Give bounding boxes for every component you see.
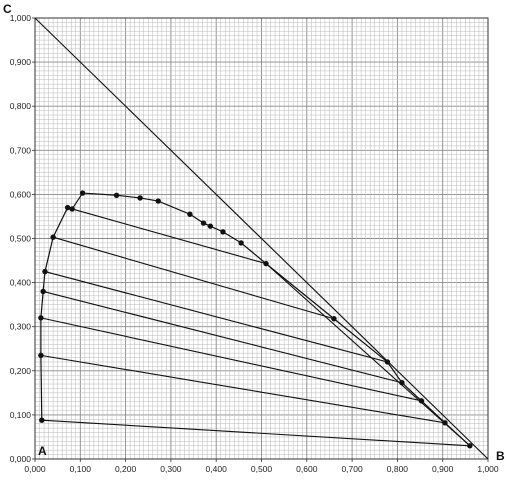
y-tick-label: 0,700	[10, 145, 32, 155]
data-point	[467, 443, 473, 449]
data-point	[69, 206, 75, 212]
y-tick-label: 0,100	[10, 410, 32, 420]
data-point	[38, 315, 44, 321]
tie-line	[41, 419, 470, 447]
x-tick-label: 0,100	[70, 464, 92, 474]
data-point	[220, 229, 226, 235]
y-tick-label: 0,000	[10, 454, 32, 464]
data-point	[200, 220, 207, 226]
data-point	[42, 268, 48, 275]
x-tick-label: 0,900	[432, 464, 454, 474]
data-point	[331, 316, 337, 322]
binodal-curve	[40, 192, 471, 447]
x-tick-label: 0,500	[251, 464, 273, 474]
y-tick-label: 0,900	[10, 57, 32, 67]
y-tick-label: 0,500	[10, 234, 32, 244]
data-point	[442, 420, 448, 426]
data-point	[38, 352, 44, 359]
x-tick-label: 0,800	[387, 464, 409, 474]
y-tick-label: 0,600	[10, 189, 32, 199]
data-point	[207, 223, 214, 229]
data-point	[50, 234, 56, 240]
tie-line	[71, 208, 267, 265]
data-point	[399, 380, 405, 386]
data-point	[64, 204, 71, 211]
tie-line	[40, 317, 422, 402]
y-tick-label: 0,200	[10, 366, 32, 376]
point-layer	[38, 190, 473, 449]
x-tick-label: 0,600	[296, 464, 318, 474]
data-point	[238, 240, 244, 246]
x-tick-label: 0,700	[341, 464, 363, 474]
tie-line	[44, 271, 388, 363]
line-layer	[34, 17, 489, 460]
x-tick-label: 0,200	[115, 464, 137, 474]
data-point	[187, 211, 193, 217]
corner-label-b: B	[496, 449, 505, 463]
corner-label-a: A	[38, 444, 47, 458]
y-tick-label: 0,400	[10, 278, 32, 288]
y-tick-label: 0,300	[10, 322, 32, 332]
data-point	[137, 195, 143, 201]
data-point	[79, 190, 86, 196]
tie-line	[52, 236, 335, 320]
data-point	[155, 198, 161, 204]
boundary-line	[34, 17, 489, 460]
tie-line	[43, 290, 403, 384]
data-point	[418, 398, 425, 404]
axis-layer: 0,000 0,100 0,200 0,300 0,400 0,500 0,600 0,700…	[10, 13, 499, 474]
data-point	[40, 288, 46, 295]
x-tick-label: 1,000	[477, 464, 499, 474]
y-tick-label: 1,000	[10, 13, 32, 23]
data-point	[263, 260, 269, 267]
label-layer: C A B	[3, 2, 505, 463]
x-tick-label: 0,300	[160, 464, 182, 474]
corner-label-c: C	[3, 2, 12, 16]
data-point	[39, 417, 45, 423]
data-point	[113, 192, 120, 198]
x-tick-label: 0,000	[24, 464, 46, 474]
boundary-line	[265, 263, 471, 447]
data-point	[384, 359, 391, 365]
y-tick-label: 0,800	[10, 101, 32, 111]
x-tick-label: 0,400	[206, 464, 228, 474]
tie-line	[40, 354, 446, 424]
